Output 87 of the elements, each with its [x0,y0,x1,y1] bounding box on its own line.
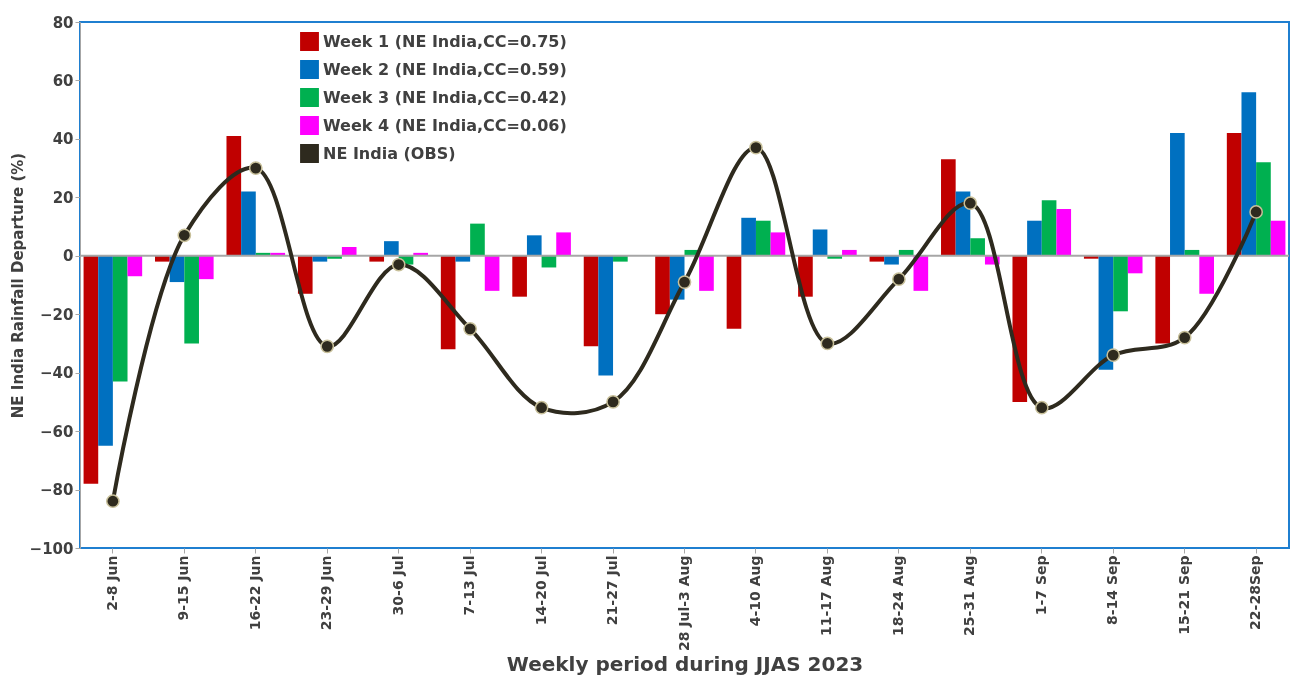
x-axis-title: Weekly period during JJAS 2023 [506,652,864,677]
x-tick-label: 30-6 Jul [389,555,406,616]
point [1106,348,1121,362]
bar [1056,209,1072,256]
x-tick-label: 4-10 Aug [746,555,763,627]
x-tick-label: 2-8 Jun [103,555,120,611]
y-tick-label: −20 [40,305,74,324]
bar [1256,162,1271,256]
point [1034,400,1049,415]
bar [198,255,214,280]
legend-label: Week 1 (NE India,CC=0.75) [323,31,567,51]
bar [1041,200,1057,256]
bar [726,255,742,329]
y-tick-label: 20 [52,188,74,207]
bar [226,135,242,256]
y-tick-label: −60 [40,422,74,441]
point [248,161,263,175]
bar [1226,133,1242,256]
y-axis-title: NE India Rainfall Departure (%) [8,152,27,419]
bar [512,255,527,297]
x-tick-label: 14-20 Jul [532,555,549,626]
point [1177,330,1192,345]
x-tick-label: 9-15 Jun [175,555,192,621]
bar [1199,255,1214,294]
point [749,140,763,155]
bar [755,220,771,256]
point [534,400,549,415]
x-tick-label: 28 Jul-3 Aug [675,555,692,652]
bar [1155,255,1171,344]
bar [241,191,256,256]
bar [470,223,485,256]
y-tick-label: 0 [63,247,74,266]
y-tick-label: 40 [52,130,74,149]
point [320,339,335,354]
point [1249,205,1264,219]
bar [741,217,756,256]
bar [1170,133,1185,256]
bar [655,255,670,315]
bar [1270,220,1286,256]
bar [812,229,828,256]
point [105,494,120,509]
bar [583,255,599,347]
legend-label: Week 4 (NE India,CC=0.06) [323,115,567,135]
legend-label: NE India (OBS) [323,143,456,163]
bar [112,255,128,382]
x-tick-label: 21-27 Jul [604,555,621,626]
bar [556,232,571,256]
bar [184,255,199,344]
bar [770,232,786,256]
y-tick-label: −100 [29,539,74,558]
bar [1127,255,1143,274]
y-tick-label: 60 [52,71,74,90]
x-tick-label: 8-14 Sep [1104,555,1121,626]
x-tick-label: 1-7 Sep [1032,555,1049,616]
bar [384,241,399,256]
bar [699,255,714,291]
x-tick-label: 15-21 Sep [1175,555,1192,635]
bar [83,255,99,484]
bar [1241,92,1257,256]
bar [98,255,113,446]
legend-label: Week 3 (NE India,CC=0.42) [323,87,567,107]
bar [1113,255,1128,312]
bar [598,255,614,376]
bar [526,235,542,256]
bar [1012,255,1028,402]
x-tick-label: 11-17 Aug [818,555,835,636]
bar [970,238,985,256]
bar [1027,220,1042,256]
x-tick-label: 22-28Sep [1247,555,1264,630]
point [820,336,835,351]
point [891,272,906,287]
point [606,395,620,409]
x-tick-label: 7-13 Jul [461,555,478,616]
bar [941,159,956,256]
x-tick-label: 18-24 Aug [889,555,906,636]
x-tick-label: 25-31 Aug [961,555,978,636]
y-tick-label: 80 [52,13,74,32]
point [463,321,478,336]
point [963,196,978,211]
point [177,228,192,243]
y-tick-label: −40 [40,364,74,383]
x-tick-label: 23-29 Jun [318,555,335,631]
bar [484,255,500,291]
legend-label: Week 2 (NE India,CC=0.59) [323,59,567,79]
y-tick-label: −80 [40,481,74,500]
x-tick-label: 16-22 Jun [246,555,263,631]
point [391,257,406,272]
